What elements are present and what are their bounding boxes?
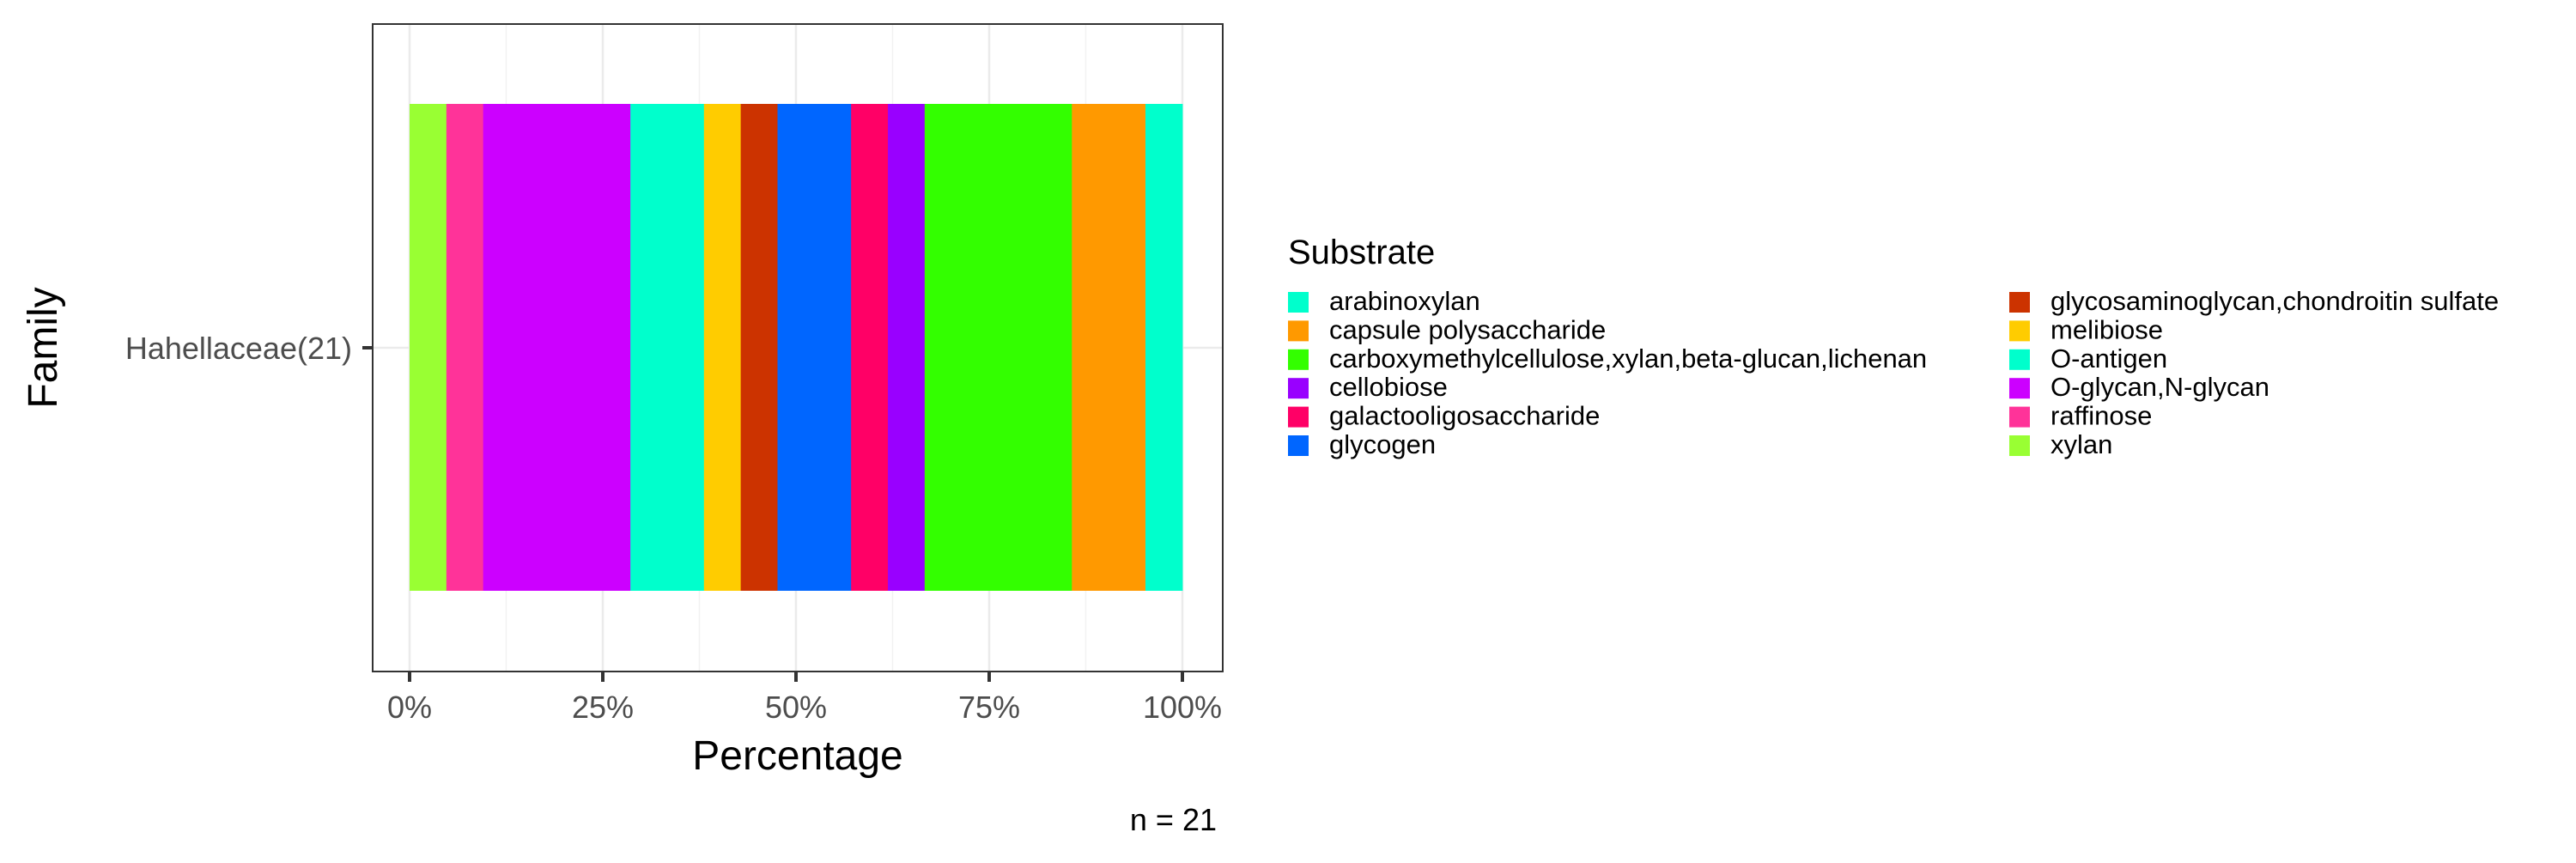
x-tick-label: 50% bbox=[765, 690, 827, 725]
legend-swatch bbox=[2009, 406, 2030, 428]
x-tick-label: 75% bbox=[958, 690, 1020, 725]
legend-swatch bbox=[1288, 292, 1309, 313]
bar-segment: cellobiose bbox=[888, 104, 926, 591]
x-tick-label: 25% bbox=[572, 690, 634, 725]
legend-swatch bbox=[1288, 435, 1309, 456]
bar-segment: capsule polysaccharide bbox=[1072, 104, 1146, 591]
bar-segment: carboxymethylcellulose,xylan,beta-glucan… bbox=[924, 104, 1072, 591]
legend-swatch bbox=[2009, 292, 2030, 313]
bar-segments: xylanraffinoseO-glycan,N-glycanO-antigen… bbox=[410, 104, 1183, 591]
bar-segment: xylan bbox=[410, 104, 447, 591]
y-tick-label: Hahellaceae(21) bbox=[125, 331, 352, 366]
bar-segment: O-antigen bbox=[630, 104, 705, 591]
legend-swatch bbox=[1288, 378, 1309, 399]
legend-label: arabinoxylan bbox=[1329, 286, 1480, 316]
legend-swatch bbox=[1288, 406, 1309, 428]
bar-segment: glycogen bbox=[777, 104, 852, 591]
legend-swatch bbox=[2009, 378, 2030, 399]
legend-label: raffinose bbox=[2050, 401, 2152, 431]
x-axis-title: Percentage bbox=[692, 733, 903, 779]
legend-label: melibiose bbox=[2050, 314, 2163, 344]
x-tick-label: 100% bbox=[1143, 690, 1222, 725]
x-axis: 0% 25% 50% 75% 100% bbox=[387, 672, 1222, 725]
bar-segment: O-glycan,N-glycan bbox=[483, 104, 631, 591]
y-axis: Hahellaceae(21) bbox=[125, 331, 373, 366]
bar-segment: galactooligosaccharide bbox=[851, 104, 889, 591]
caption: n = 21 bbox=[1130, 802, 1217, 837]
bar-segment: glycosaminoglycan,chondroitin sulfate bbox=[740, 104, 779, 591]
bar-segment: raffinose bbox=[446, 104, 484, 591]
y-axis-title: Family bbox=[21, 287, 66, 408]
x-tick-label: 0% bbox=[387, 690, 432, 725]
legend-label: cellobiose bbox=[1329, 372, 1448, 402]
legend-label: glycosaminoglycan,chondroitin sulfate bbox=[2050, 286, 2499, 316]
bar-segment: arabinoxylan bbox=[1145, 104, 1183, 591]
legend-swatch bbox=[2009, 320, 2030, 342]
legend-swatch bbox=[1288, 320, 1309, 342]
legend-swatch bbox=[1288, 349, 1309, 370]
legend-swatch bbox=[2009, 435, 2030, 456]
bar-segment: melibiose bbox=[703, 104, 742, 591]
legend-label: xylan bbox=[2050, 429, 2112, 459]
legend-label: O-antigen bbox=[2050, 343, 2167, 374]
legend-title: Substrate bbox=[1288, 234, 1435, 271]
legend-swatch bbox=[2009, 349, 2030, 370]
legend-label: carboxymethylcellulose,xylan,beta-glucan… bbox=[1329, 343, 1927, 374]
legend-label: capsule polysaccharide bbox=[1329, 314, 1606, 344]
legend-label: glycogen bbox=[1329, 429, 1436, 459]
legend-label: galactooligosaccharide bbox=[1329, 401, 1600, 431]
legend-label: O-glycan,N-glycan bbox=[2050, 372, 2269, 402]
